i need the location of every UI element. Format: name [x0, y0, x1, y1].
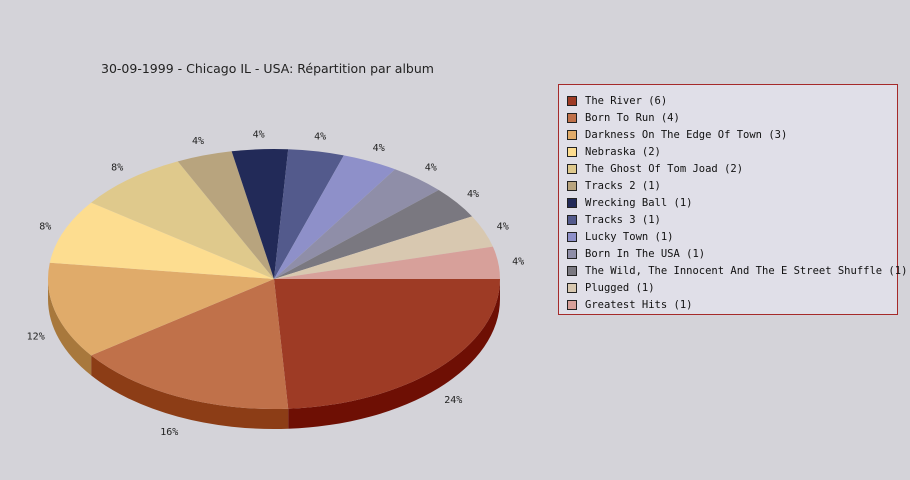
legend-label: Nebraska (2)	[585, 145, 661, 158]
legend-item-the-ghost-of-tom-joad: The Ghost Of Tom Joad (2)	[567, 160, 897, 177]
legend-label: The Wild, The Innocent And The E Street …	[585, 264, 908, 277]
legend-item-lucky-town: Lucky Town (1)	[567, 228, 897, 245]
pie-slice-wrecking-ball	[231, 149, 289, 279]
pie-slice-born-to-run	[91, 279, 289, 409]
pie-slice-the-wild-the-innocent-and-the-e-street-shuffle	[274, 190, 473, 279]
legend-swatch	[567, 180, 577, 191]
legend-swatch	[567, 112, 577, 123]
legend-label: Darkness On The Edge Of Town (3)	[585, 128, 788, 141]
legend-label: Tracks 2 (1)	[585, 179, 661, 192]
legend-swatch	[567, 214, 577, 225]
pct-label-nebraska: 8%	[39, 221, 51, 232]
pie-slice-tracks-2	[177, 151, 274, 279]
pie-slice-nebraska	[49, 202, 275, 279]
pct-label-wrecking-ball: 4%	[253, 129, 265, 140]
pct-label-the-ghost-of-tom-joad: 8%	[111, 163, 123, 174]
pie-slice-born-in-the-usa	[274, 169, 439, 279]
pct-label-born-to-run: 16%	[160, 427, 178, 438]
legend-swatch	[567, 299, 577, 310]
chart-title: 30-09-1999 - Chicago IL - USA: Répartiti…	[101, 61, 434, 76]
legend-item-tracks-2: Tracks 2 (1)	[567, 177, 897, 194]
legend-swatch	[567, 282, 577, 293]
pie-slice-plugged	[274, 216, 493, 279]
pie-top-layer	[48, 149, 500, 409]
legend: The River (6) Born To Run (4) Darkness On …	[558, 84, 907, 315]
legend-label: Wrecking Ball (1)	[585, 196, 693, 209]
legend-swatch	[567, 231, 577, 242]
legend-label: The Ghost Of Tom Joad (2)	[585, 162, 744, 175]
legend-swatch	[567, 265, 577, 276]
legend-item-the-river: The River (6)	[567, 92, 897, 109]
pie-depth-layer	[48, 279, 500, 429]
legend-item-born-to-run: Born To Run (4)	[567, 109, 897, 126]
pct-label-tracks-3: 4%	[314, 132, 326, 143]
pct-label-greatest-hits: 4%	[512, 257, 524, 268]
pie-percent-labels: 24% 16% 12% 8% 8% 4% 4% 4% 4% 4% 4% 4% 4%	[27, 129, 524, 438]
pie-slice-the-river	[274, 279, 500, 409]
pie-slice-lucky-town	[274, 155, 396, 279]
pie-slice-tracks-3	[274, 149, 344, 279]
legend-label: Plugged (1)	[585, 281, 655, 294]
legend-swatch	[567, 248, 577, 259]
pct-label-plugged: 4%	[497, 221, 509, 232]
pct-label-tracks-2: 4%	[192, 136, 204, 147]
legend-item-darkness-on-the-edge-of-town: Darkness On The Edge Of Town (3)	[567, 126, 897, 143]
pct-label-the-river: 24%	[444, 395, 462, 406]
legend-swatch	[567, 95, 577, 106]
legend-swatch	[567, 163, 577, 174]
pie-slice-the-ghost-of-tom-joad	[91, 161, 274, 279]
legend-item-wrecking-ball: Wrecking Ball (1)	[567, 194, 897, 211]
legend-label: Born In The USA (1)	[585, 247, 706, 260]
legend-label: The River (6)	[585, 94, 668, 107]
pie-slice-greatest-hits	[274, 246, 500, 279]
pie-side-the-river	[288, 279, 500, 429]
pie-side-darkness-on-the-edge-of-town	[48, 279, 92, 376]
legend-swatch	[567, 146, 577, 157]
legend-item-plugged: Plugged (1)	[567, 279, 897, 296]
legend-label: Tracks 3 (1)	[585, 213, 661, 226]
legend-label: Greatest Hits (1)	[585, 298, 693, 311]
legend-label: Born To Run (4)	[585, 111, 680, 124]
pct-label-lucky-town: 4%	[373, 143, 385, 154]
pie-slice-darkness-on-the-edge-of-town	[48, 262, 275, 356]
legend-swatch	[567, 129, 577, 140]
legend-item-born-in-the-usa: Born In The USA (1)	[567, 245, 897, 262]
legend-item-tracks-3: Tracks 3 (1)	[567, 211, 897, 228]
legend-swatch	[567, 197, 577, 208]
legend-item-nebraska: Nebraska (2)	[567, 143, 897, 160]
pct-label-born-in-the-usa: 4%	[425, 163, 437, 174]
legend-item-the-wild-the-innocent-and-the-e-street-shuffle: The Wild, The Innocent And The E Street …	[567, 262, 907, 279]
pct-label-darkness-on-the-edge-of-town: 12%	[27, 331, 45, 342]
pct-label-the-wild-the-innocent-and-the-e-street-shuffle: 4%	[467, 189, 479, 200]
legend-item-greatest-hits: Greatest Hits (1)	[567, 296, 897, 313]
pie-side-born-to-run	[91, 355, 289, 429]
legend-label: Lucky Town (1)	[585, 230, 674, 243]
